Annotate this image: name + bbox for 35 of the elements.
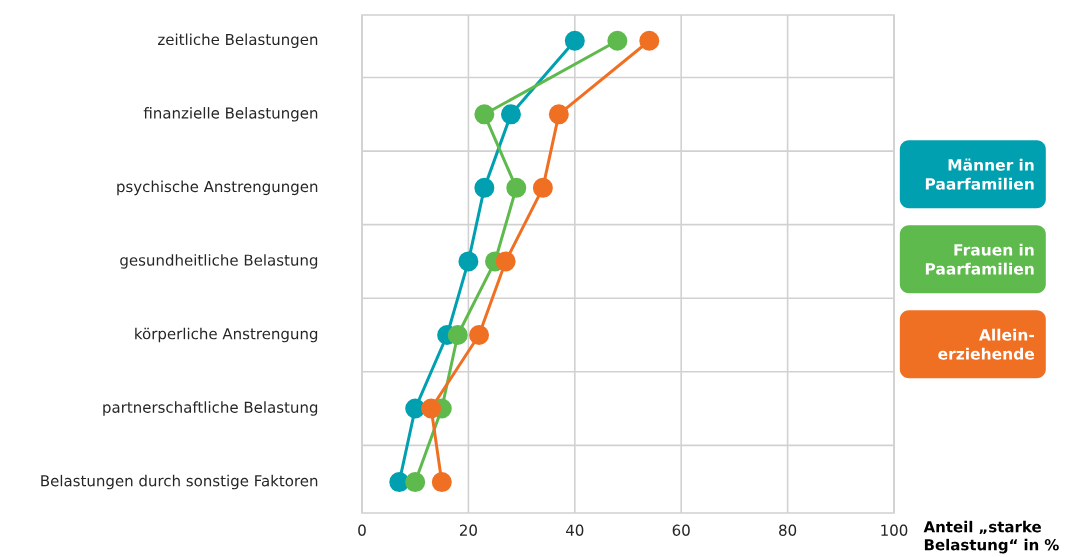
point — [564, 30, 585, 51]
text: Männer in Paarfamilien — [925, 158, 1034, 190]
x-tick-label: 40 — [566, 524, 584, 536]
text: Frauen in Paarfamilien — [925, 243, 1034, 275]
point — [532, 177, 553, 198]
point — [458, 251, 479, 272]
point — [405, 472, 426, 493]
point — [474, 104, 495, 125]
x-tick-label: 0 — [358, 524, 366, 536]
x-tick-label: 20 — [459, 524, 477, 536]
y-tick-label: psychische Anstrengungen — [117, 180, 318, 196]
y-tick-label: gesundheitliche Belastung — [120, 254, 318, 269]
x-axis-title: Anteil „starke Belastung“ in % — [923, 520, 1059, 554]
point — [548, 104, 569, 125]
point — [405, 398, 426, 419]
point — [447, 325, 468, 346]
x-tick-label: 80 — [779, 524, 797, 536]
point — [421, 398, 442, 419]
point — [474, 177, 495, 198]
point — [469, 325, 490, 346]
y-tick-label: zeitliche Belastungen — [158, 33, 318, 49]
text: Allein-erziehende — [938, 328, 1035, 360]
y-tick-label: Belastungen durch sonstige Faktoren — [41, 474, 318, 490]
y-tick-label: finanzielle Belastungen — [143, 107, 318, 122]
y-tick-label: körperliche Anstrengung — [135, 327, 318, 343]
y-tick-label: partnerschaftliche Belastung — [103, 401, 318, 416]
point — [639, 30, 660, 51]
point — [389, 472, 410, 493]
point — [500, 104, 521, 125]
point — [431, 472, 452, 493]
x-tick-label: 60 — [672, 524, 690, 536]
point — [495, 251, 516, 272]
point — [607, 30, 628, 51]
x-tick-label: 100 — [881, 524, 908, 536]
point — [506, 177, 527, 198]
